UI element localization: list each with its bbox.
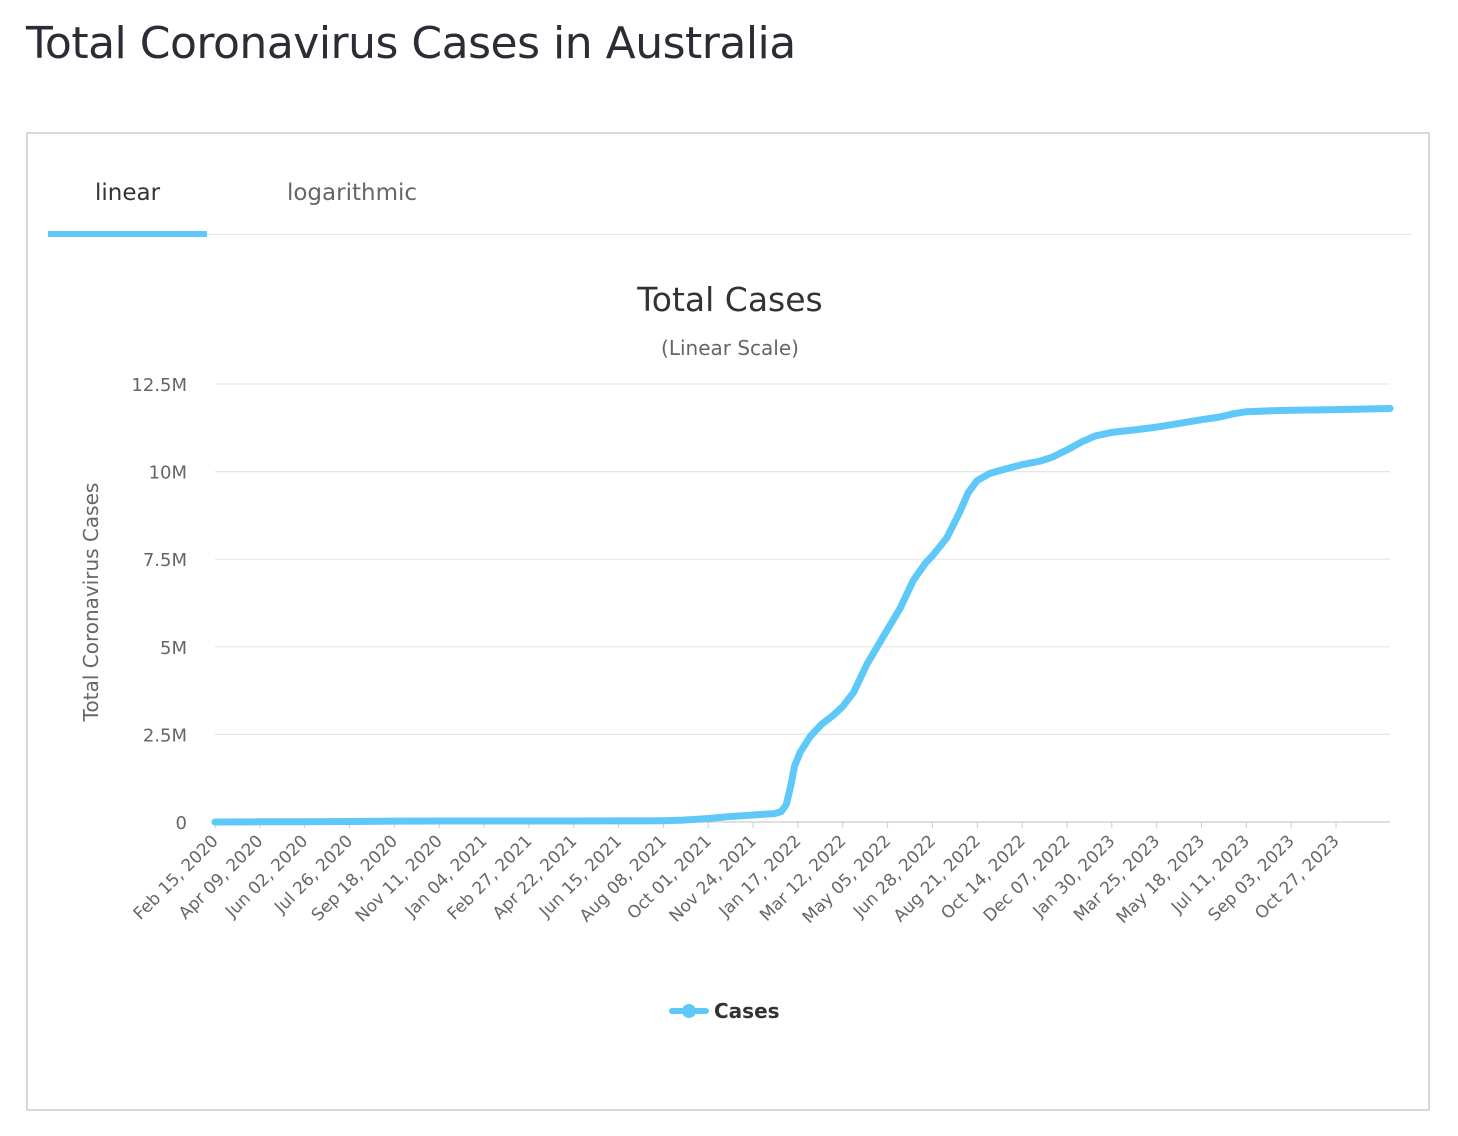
- y-tick-label: 2.5M: [143, 725, 187, 746]
- chart-card: linear logarithmic Total Cases (Linear S…: [26, 132, 1430, 1111]
- chart-subtitle: (Linear Scale): [661, 336, 799, 360]
- tab-logarithmic[interactable]: logarithmic: [286, 180, 418, 206]
- tab-linear[interactable]: linear: [94, 180, 161, 206]
- y-axis-title: Total Coronavirus Cases: [79, 483, 103, 723]
- y-tick-label: 0: [176, 813, 187, 834]
- total-cases-chart: Total Cases (Linear Scale) Total Coronav…: [79, 280, 1394, 1023]
- legend-label-cases: Cases: [714, 999, 780, 1023]
- y-tick-label: 5M: [160, 638, 187, 659]
- series-layer: [211, 405, 1394, 826]
- active-tab-indicator: [48, 231, 207, 237]
- legend[interactable]: Cases: [669, 999, 780, 1023]
- y-tick-label: 12.5M: [131, 375, 187, 396]
- y-tick-label: 10M: [149, 463, 187, 484]
- grid-lines: [215, 383, 1390, 823]
- legend-marker-icon: [682, 1004, 696, 1018]
- chart-scale-tabs: linear logarithmic: [48, 134, 1412, 235]
- series-line-cases[interactable]: [211, 405, 1394, 826]
- y-tick-label: 7.5M: [143, 550, 187, 571]
- chart-title: Total Cases: [636, 280, 823, 319]
- page-title: Total Coronavirus Cases in Australia: [26, 18, 796, 69]
- y-axis-tick-labels: 0 2.5M 5M 7.5M 10M 12.5M: [131, 375, 187, 834]
